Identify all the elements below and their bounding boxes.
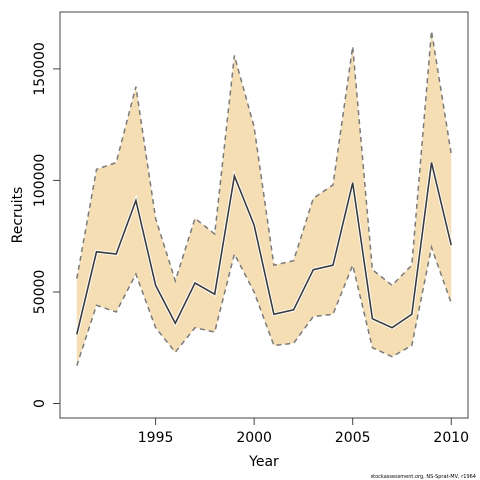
y-axis-title: Recruits: [10, 187, 26, 244]
x-axis-title: Year: [248, 454, 279, 470]
y-tick-label: 50000: [32, 270, 48, 315]
y-tick-label: 0: [32, 399, 48, 408]
source-caption: stockassessment.org, NS-Sprat-MV, r1964: [371, 474, 476, 480]
confidence-band-layer: [76, 31, 452, 366]
x-tick-label: 2010: [433, 430, 469, 446]
y-tick-label: 150000: [32, 42, 48, 95]
estimate-line: [76, 162, 452, 335]
x-tick-label: 1995: [138, 430, 174, 446]
confidence-band: [76, 31, 452, 366]
plot-frame: [59, 11, 469, 419]
y-tick-label: 100000: [32, 154, 48, 207]
x-tick-label: 2005: [335, 430, 371, 446]
lower-bound-line: [76, 244, 452, 366]
axes-layer: 1995 2000 2005 2010 0 50000 100000 150000: [32, 42, 469, 446]
series-line-layer: [75, 30, 453, 366]
upper-bound-line: [76, 30, 452, 287]
x-tick-label: 2000: [236, 430, 272, 446]
